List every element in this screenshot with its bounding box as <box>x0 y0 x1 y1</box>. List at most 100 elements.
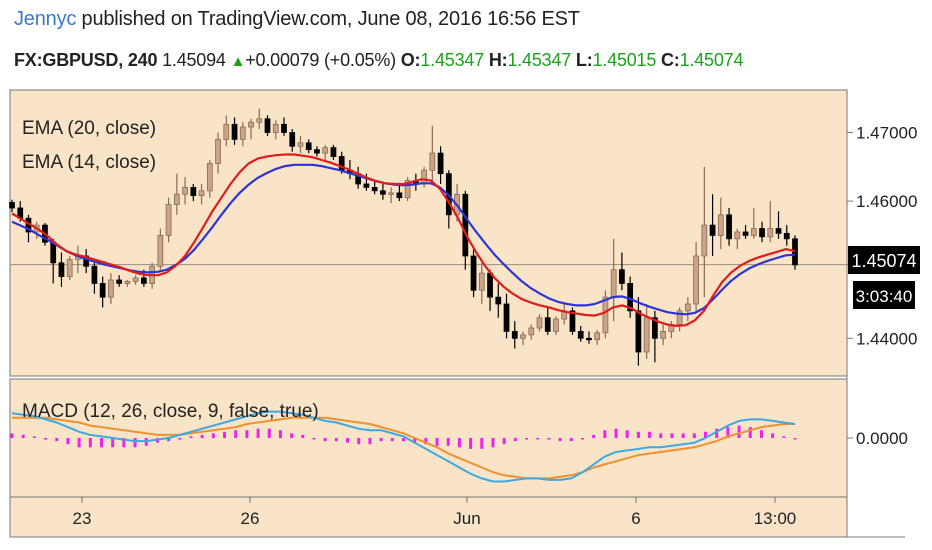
symbol-name: FX:GBPUSD <box>14 50 119 70</box>
macd-histogram-bar <box>55 438 59 442</box>
candle-body <box>734 231 741 240</box>
macd-histogram-bar <box>603 430 607 438</box>
candle-body <box>108 279 114 298</box>
macd-histogram-bar <box>502 438 506 445</box>
macd-histogram-bar <box>77 438 81 448</box>
macd-histogram-bar <box>402 438 405 442</box>
time-axis[interactable] <box>9 496 848 538</box>
candle-body <box>388 192 395 195</box>
macd-histogram-bar <box>681 433 685 438</box>
candle-body <box>701 224 708 257</box>
up-triangle-icon: ▲ <box>230 53 246 70</box>
macd-histogram-bar <box>21 434 25 438</box>
high-label: H: <box>488 50 508 70</box>
symbol-info-bar: FX:GBPUSD, 240 1.45094 ▲+0.00079 (+0.05%… <box>14 50 744 70</box>
macd-label[interactable]: MACD (12, 26, close, 9, false, true) <box>22 401 319 422</box>
candle-body <box>635 310 642 353</box>
macd-histogram-bar <box>715 428 719 438</box>
candle-body <box>363 183 370 188</box>
macd-histogram-bar <box>569 438 573 442</box>
candle-body <box>429 152 436 171</box>
low-label: L: <box>575 50 593 70</box>
macd-histogram-bar <box>692 433 696 438</box>
macd-histogram-bar <box>782 436 786 438</box>
candle-body <box>190 186 197 197</box>
candle-body <box>792 238 798 266</box>
candle-body <box>116 279 123 284</box>
candle-body <box>165 204 172 236</box>
macd-histogram-bar <box>659 433 663 438</box>
candle-body <box>594 332 601 341</box>
macd-histogram-bar <box>379 438 383 442</box>
price-pane[interactable] <box>9 89 848 377</box>
candle-body <box>157 235 164 267</box>
macd-histogram-bar <box>625 430 629 438</box>
macd-histogram-bar <box>435 438 439 446</box>
candle-body <box>528 327 535 336</box>
macd-histogram-bar <box>704 431 708 438</box>
macd-histogram-bar <box>189 436 193 438</box>
close-value: 1.45074 <box>679 50 744 70</box>
macd-histogram-bar <box>312 438 316 440</box>
candle-body <box>297 142 304 147</box>
candle-body <box>239 126 246 140</box>
candle-body <box>750 228 757 236</box>
candle-body <box>215 138 221 164</box>
publish-info: published on TradingView.com, June 08, 2… <box>81 8 580 30</box>
macd-histogram-bar <box>759 430 763 438</box>
price-tick-label: 1.46000 <box>856 192 917 211</box>
candle-body <box>256 118 263 123</box>
macd-histogram-bar <box>66 438 70 445</box>
macd-histogram-bar <box>793 438 797 440</box>
candle-body <box>124 280 131 284</box>
candle-body <box>684 303 691 312</box>
macd-line <box>11 410 796 483</box>
ema-20-label[interactable]: EMA (20, close) <box>22 118 156 139</box>
macd-histogram-bar <box>726 427 730 438</box>
candle-body <box>421 169 427 185</box>
candle-body <box>99 283 106 298</box>
macd-histogram-bar <box>424 438 428 445</box>
ema-14-label[interactable]: EMA (14, close) <box>22 152 156 173</box>
macd-histogram-bar <box>334 438 338 442</box>
candle-body <box>231 123 238 140</box>
candle-body <box>404 180 411 199</box>
candle-body <box>380 190 386 195</box>
candle-body <box>577 331 584 339</box>
macd-histogram-bar <box>122 438 126 448</box>
candle-body <box>462 193 469 257</box>
candle-body <box>495 296 502 305</box>
candle-body <box>66 259 73 277</box>
candle-body <box>544 317 551 332</box>
macd-histogram-bar <box>323 438 327 442</box>
candle-body <box>223 123 230 140</box>
current-price-label: 1.45074 <box>851 251 916 271</box>
high-value: 1.45347 <box>507 50 572 70</box>
macd-histogram-bar <box>357 438 361 445</box>
macd-histogram-bar <box>480 438 484 449</box>
candle-body <box>652 317 658 339</box>
candle-body <box>9 202 15 209</box>
macd-histogram-bar <box>211 433 215 438</box>
candle-body <box>553 318 559 332</box>
time-tick-label: 23 <box>73 509 92 528</box>
macd-histogram-bar <box>368 438 372 445</box>
author-link[interactable]: Jennyc <box>14 8 77 30</box>
macd-histogram-bar <box>491 438 495 448</box>
candle-body <box>198 190 205 197</box>
candle-body <box>602 296 609 334</box>
candle-body <box>182 186 188 195</box>
macd-histogram-bar <box>290 433 294 438</box>
countdown-label: 3:03:40 <box>856 287 913 306</box>
macd-histogram-bar <box>200 434 204 438</box>
macd-histogram-bar <box>737 425 741 438</box>
candle-body <box>536 317 543 329</box>
last-price: 1.45094 <box>162 50 226 70</box>
ema-fast-line <box>11 153 796 327</box>
macd-histogram-bar <box>648 431 652 438</box>
candle-body <box>520 334 526 339</box>
candle-body <box>487 272 493 298</box>
candle-body <box>371 186 378 192</box>
candle-body <box>314 149 320 154</box>
